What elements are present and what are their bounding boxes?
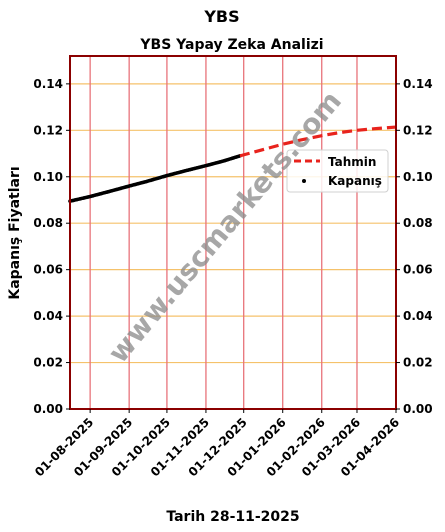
data-marks [68,125,397,203]
plot-frame [69,55,397,410]
y-tick-label-right: 0.02 [403,356,433,370]
y-tick-label-right: 0.00 [403,402,433,416]
y-tick-label: 0.12 [33,123,63,137]
chart-subtitle: YBS Yapay Zeka Analizi [139,37,323,53]
tahmin-line [239,125,397,158]
y-tick-label: 0.02 [33,356,63,370]
y-tick-label: 0.04 [33,309,63,323]
y-tick-label: 0.14 [33,77,63,91]
plot-background [70,56,396,409]
chart-title: YBS [203,7,239,26]
y-tick-label-right: 0.12 [403,123,433,137]
y-tick-label-right: 0.08 [403,216,433,230]
legend-kapanis-label: Kapanış [328,174,382,188]
y-tick-label-right: 0.06 [403,263,433,277]
y-tick-label-right: 0.14 [403,77,433,91]
horizontal-gridlines [70,83,396,364]
y-tick-label: 0.00 [33,402,63,416]
legend-tahmin-label: Tahmin [328,155,376,169]
y-tick-label: 0.10 [33,170,63,184]
y-tick-label-right: 0.04 [403,309,433,323]
y-axis-label: Kapanış Fiyatları [7,166,23,299]
legend-box [286,149,389,193]
y-tick-label-right: 0.10 [403,170,433,184]
legend-kapanis-swatch [302,179,306,183]
legend: Tahmin Kapanış [286,149,389,193]
y-ticks-left: 0.00 0.02 0.04 0.06 0.08 0.10 0.12 0.14 [33,77,70,416]
x-ticks: 01-08-202501-09-202501-10-202501-11-2025… [32,409,402,479]
y-tick-label: 0.08 [33,216,63,230]
x-axis-label: Tarih 28-11-2025 [166,509,299,525]
y-ticks-right: 0.00 0.02 0.04 0.06 0.08 0.10 0.12 0.14 [396,77,433,416]
y-tick-label: 0.06 [33,263,63,277]
